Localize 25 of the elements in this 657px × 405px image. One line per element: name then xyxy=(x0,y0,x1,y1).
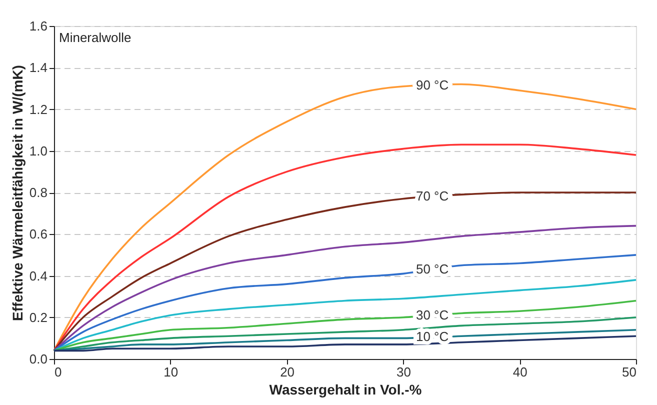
y-tick-label: 0.4 xyxy=(29,268,48,284)
line-series xyxy=(53,144,637,352)
x-tick-label: 10 xyxy=(164,364,178,380)
x-tick-label: 50 xyxy=(622,364,636,380)
y-tick-label: 1.0 xyxy=(29,143,48,158)
line-series xyxy=(53,254,637,352)
y-tick-label: 0.6 xyxy=(29,226,48,242)
line-series xyxy=(53,192,637,352)
x-tick-label: 40 xyxy=(512,364,528,380)
line-series xyxy=(53,300,637,352)
line-series xyxy=(53,328,637,352)
y-tick-label: 1.6 xyxy=(29,18,48,34)
line-series xyxy=(53,224,637,352)
annotation: Mineralwolle xyxy=(59,30,132,45)
line-series xyxy=(53,279,637,352)
x-tick-label: 30 xyxy=(396,364,411,380)
y-tick-label: 1.2 xyxy=(29,102,48,117)
y-tick-label: 0.0 xyxy=(29,352,48,366)
y-tick-label: 0.2 xyxy=(29,310,48,325)
x-tick-label: 0 xyxy=(54,364,62,380)
y-tick-label: 1.4 xyxy=(29,60,48,76)
x-axis-title: Wassergehalt in Vol.-% xyxy=(269,382,422,398)
y-tick-label: 0.8 xyxy=(29,185,48,200)
y-axis-title: Effektive Wärmeleitfähigkeit in W/(mK) xyxy=(9,65,26,321)
x-tick-label: 20 xyxy=(280,364,295,380)
